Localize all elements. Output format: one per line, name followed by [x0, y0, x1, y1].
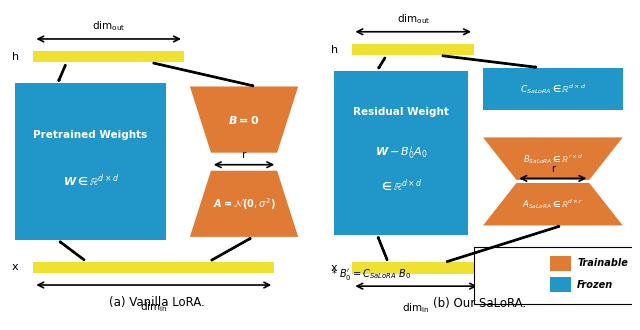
- Bar: [353, 262, 480, 274]
- Text: Residual Weight: Residual Weight: [353, 107, 449, 116]
- Text: dim$_{\mathregular{in}}$: dim$_{\mathregular{in}}$: [140, 300, 168, 314]
- FancyBboxPatch shape: [474, 247, 638, 304]
- Text: Frozen: Frozen: [577, 280, 613, 290]
- Bar: [15, 83, 166, 240]
- Bar: [483, 68, 623, 110]
- Text: $\boldsymbol{B = 0}$: $\boldsymbol{B = 0}$: [228, 114, 260, 126]
- Bar: [550, 277, 571, 292]
- Text: Pretrained Weights: Pretrained Weights: [33, 130, 148, 140]
- Polygon shape: [190, 171, 298, 237]
- Text: r: r: [242, 150, 246, 160]
- Text: $\boldsymbol{A_{SaLoRA} \in \mathbb{R}^{d \times r}}$: $\boldsymbol{A_{SaLoRA} \in \mathbb{R}^{…: [522, 197, 584, 211]
- Text: $\boldsymbol{W \in \mathbb{R}^{d \times d}}$: $\boldsymbol{W \in \mathbb{R}^{d \times …: [63, 172, 118, 189]
- Text: (a) Vanilla LoRA.: (a) Vanilla LoRA.: [109, 296, 205, 309]
- Text: r: r: [551, 164, 555, 174]
- Text: $\boldsymbol{W - B_0'A_0}$: $\boldsymbol{W - B_0'A_0}$: [374, 145, 428, 161]
- Text: h: h: [12, 52, 19, 62]
- Bar: [33, 262, 274, 273]
- Text: dim$_{\mathregular{out}}$: dim$_{\mathregular{out}}$: [397, 12, 430, 26]
- Text: dim$_{\mathregular{out}}$: dim$_{\mathregular{out}}$: [92, 19, 125, 33]
- Text: (b) Our SaLoRA.: (b) Our SaLoRA.: [433, 297, 527, 311]
- Bar: [550, 256, 571, 271]
- Text: $* \ B_0' = C_{SaLoRA}\ B_0$: $* \ B_0' = C_{SaLoRA}\ B_0$: [332, 267, 412, 281]
- Polygon shape: [190, 86, 298, 153]
- Text: h: h: [331, 45, 338, 55]
- Text: Trainable: Trainable: [577, 258, 628, 268]
- Text: x: x: [12, 262, 19, 272]
- Text: $\boldsymbol{A = \mathcal{N}(0,\sigma^2)}$: $\boldsymbol{A = \mathcal{N}(0,\sigma^2)…: [212, 196, 275, 212]
- Bar: [353, 44, 474, 55]
- Bar: [334, 71, 468, 235]
- Polygon shape: [483, 183, 623, 225]
- Text: $\boldsymbol{B_{SaLoRA} \in \mathbb{R}^{r \times d}}$: $\boldsymbol{B_{SaLoRA} \in \mathbb{R}^{…: [523, 152, 583, 166]
- Bar: [33, 51, 184, 62]
- Text: $\boldsymbol{C_{SaLoRA} \in \mathbb{R}^{d \times d}}$: $\boldsymbol{C_{SaLoRA} \in \mathbb{R}^{…: [520, 82, 586, 96]
- Text: dim$_{\mathregular{in}}$: dim$_{\mathregular{in}}$: [403, 301, 430, 315]
- Text: $\boldsymbol{\in \mathbb{R}^{d \times d}}$: $\boldsymbol{\in \mathbb{R}^{d \times d}…: [379, 177, 423, 194]
- Polygon shape: [483, 137, 623, 180]
- Text: x: x: [331, 263, 337, 273]
